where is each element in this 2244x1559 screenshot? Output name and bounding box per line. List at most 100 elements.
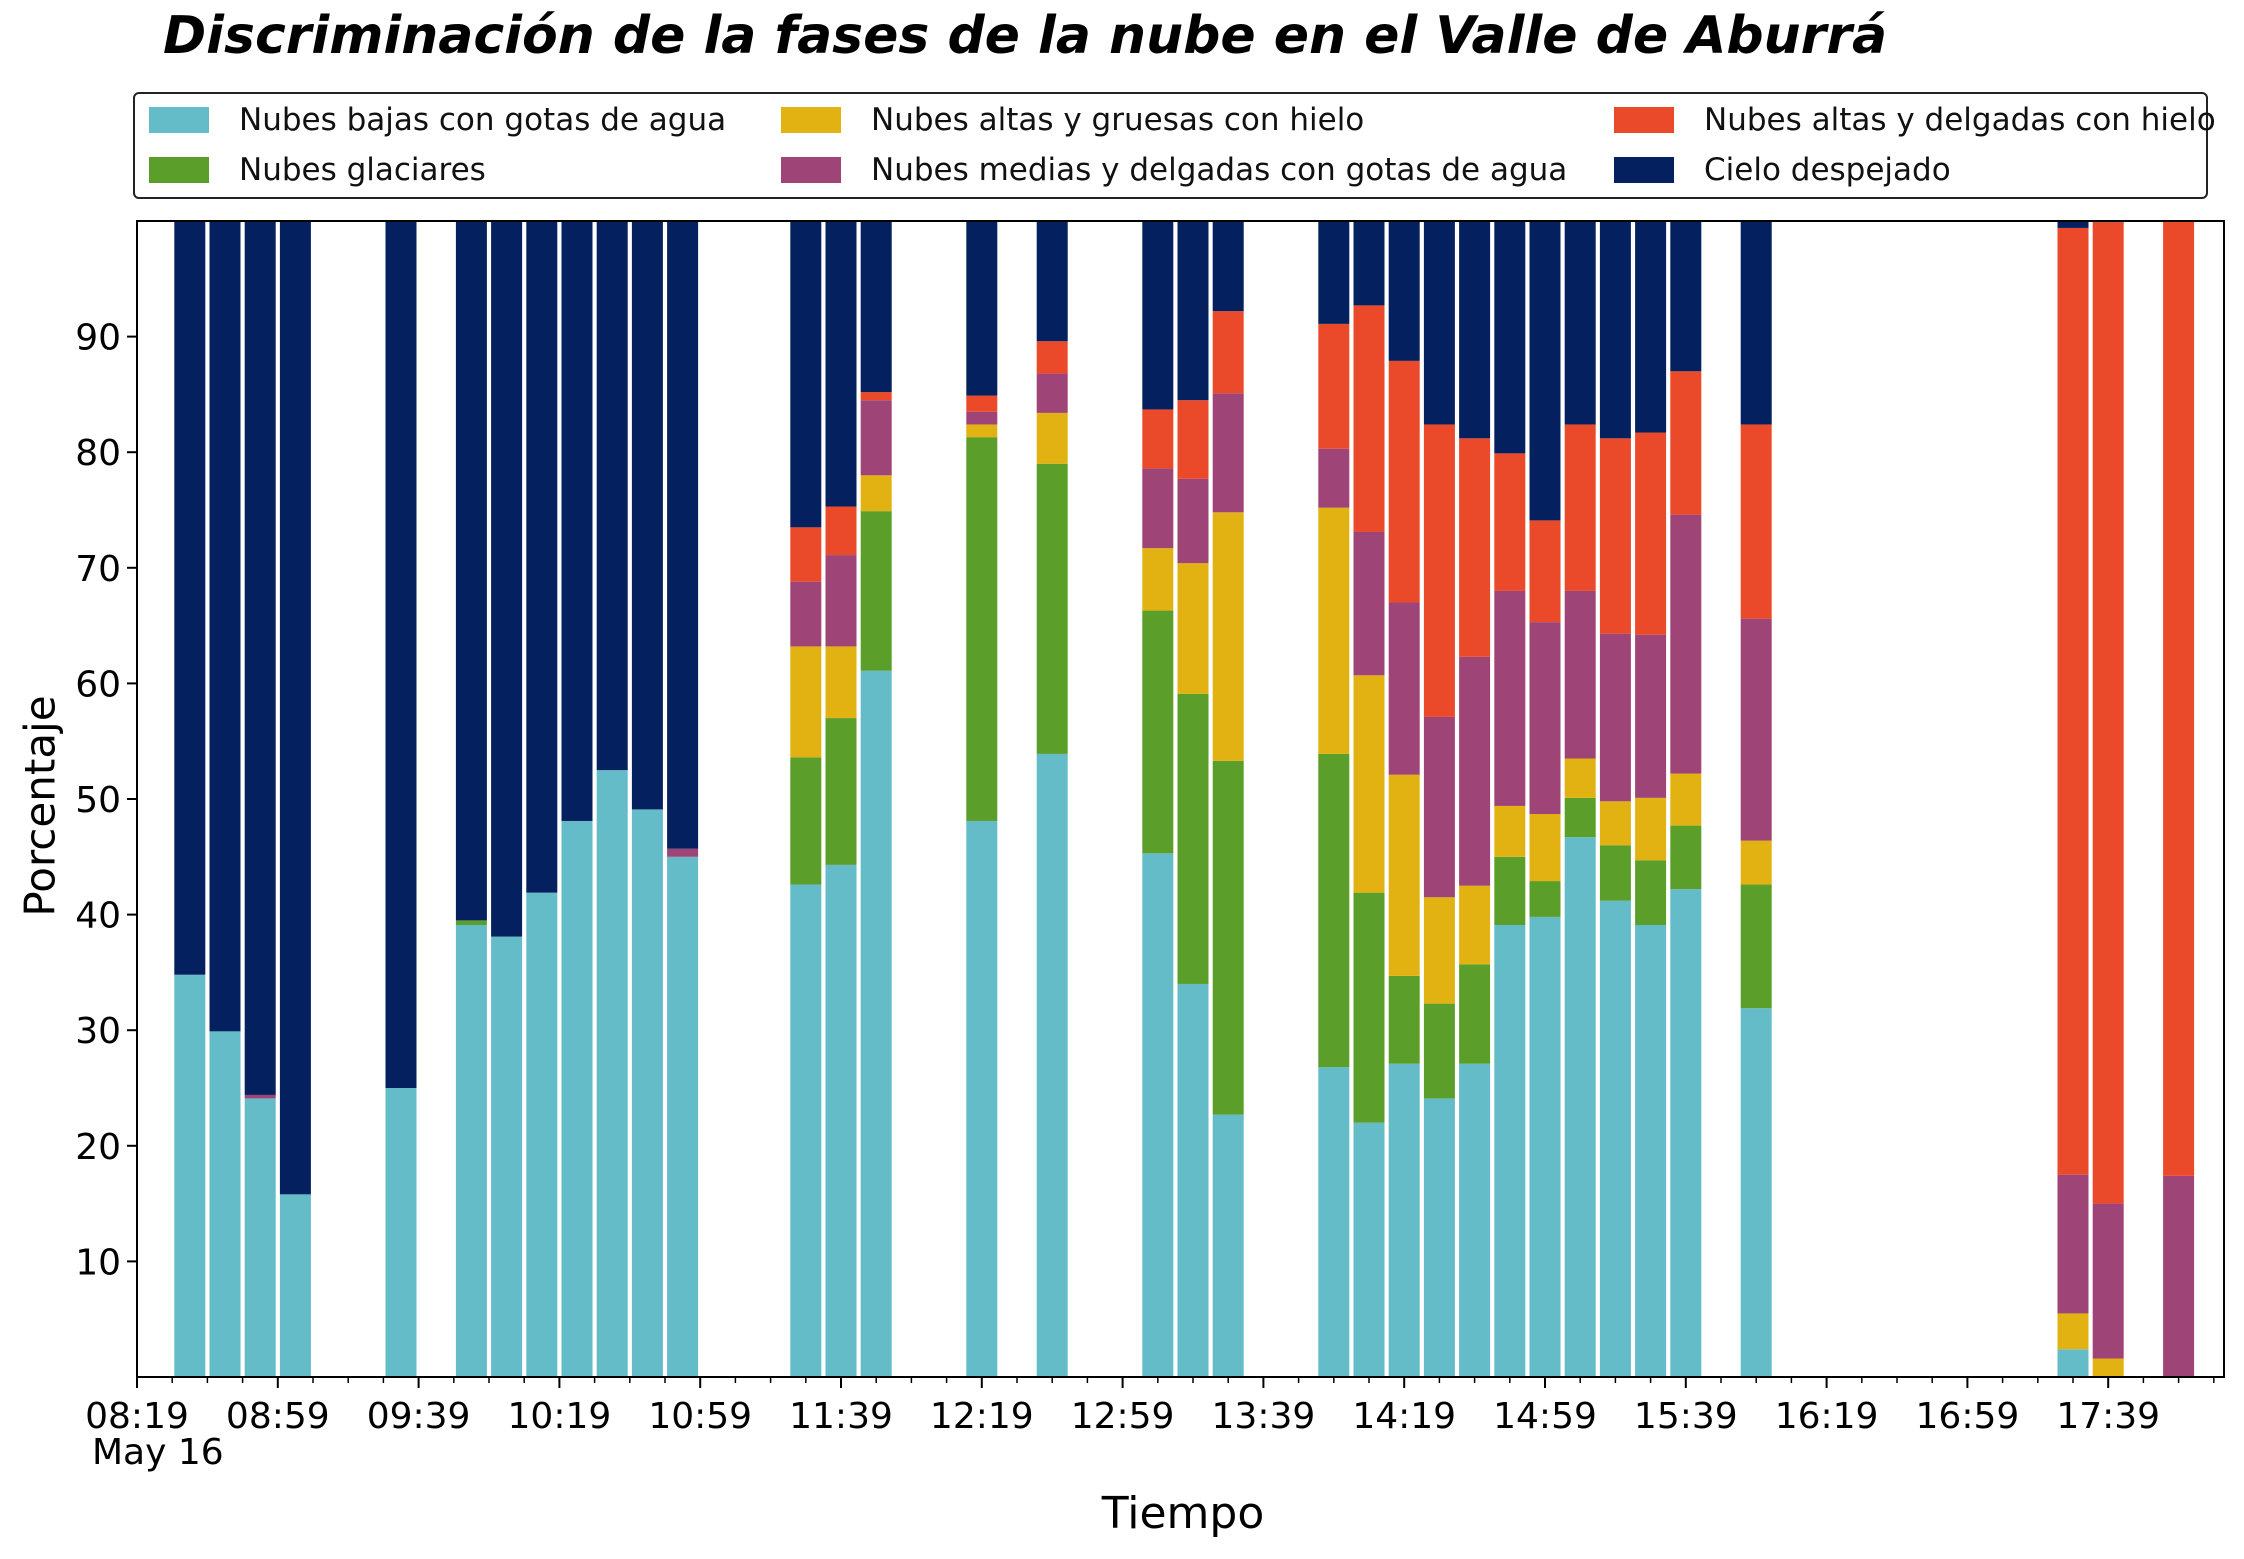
bar-segment [1564,424,1596,591]
bar-segment [1036,221,1068,342]
x-tick-label: 17:39 [2056,1396,2160,1437]
bar-segment [1564,590,1596,759]
bar-segment [491,936,523,1377]
bar-segment [1670,221,1702,372]
bar-segment [1635,221,1667,433]
bar-segment [966,437,998,821]
bar-segment [1177,983,1209,1377]
bar-segment [1353,1122,1385,1377]
bar-segment [667,856,699,1377]
bar-segment [1318,753,1350,1068]
legend-item-nubes-altas-gruesas: Nubes altas y gruesas con hielo [781,100,1364,140]
legend-item-nubes-altas-delgadas: Nubes altas y delgadas con hielo [1614,100,2216,140]
bar-segment [790,884,822,1377]
bar-segment [1177,693,1209,984]
bar-segment [455,925,487,1377]
bar-segment [860,221,892,393]
y-axis-label: Porcentaje [15,695,65,917]
bar-segment [1423,716,1455,898]
bar-segment [631,809,663,1377]
bar-segment [2163,1175,2195,1377]
x-axis-label: Tiempo [1101,1488,1265,1539]
y-tick-label: 20 [75,1127,121,1168]
bar-segment [279,1194,311,1377]
bar-segment [790,527,822,582]
bar-segment [1142,853,1174,1377]
bar-segment [1423,221,1455,425]
bar-segment [1142,409,1174,469]
y-tick-label: 80 [75,433,121,474]
bar-segment [825,864,857,1377]
bar-segment [244,221,276,1095]
y-tick-label: 40 [75,896,121,937]
bar-segment [1318,221,1350,324]
legend-label: Nubes bajas con gotas de agua [239,102,727,138]
bar-segment [1036,412,1068,464]
y-tick-label: 50 [75,780,121,821]
bar-segment [1459,1063,1491,1377]
bar-segment [1635,432,1667,635]
bar-segment [526,221,558,893]
bar-segment [1529,520,1561,623]
bar-segment [1599,438,1631,634]
bar-segment [825,718,857,865]
x-tick-label: 09:39 [367,1396,471,1437]
bar-segment [790,221,822,528]
legend-item-cielo-despejado: Cielo despejado [1614,150,1951,190]
bar-segment [1670,371,1702,515]
bar-segment [1177,221,1209,401]
x-tick-label: 10:59 [648,1396,752,1437]
bar-segment [1494,856,1526,926]
bar-segment [385,221,417,1088]
bar-segment [1599,221,1631,439]
bar-segment [561,221,593,821]
legend-swatch [1614,107,1674,133]
bar-segment [1599,845,1631,901]
bar-segment [1388,975,1420,1064]
bar-segment [1529,814,1561,882]
bar-segment [1599,633,1631,802]
bar-segment [2092,1203,2124,1359]
bar-segment [1142,610,1174,854]
bar-segment [1459,656,1491,886]
bar-segment [790,757,822,885]
bar-segment [966,221,998,396]
chart-legend: Nubes bajas con gotas de agua Nubes glac… [133,92,2216,199]
bar-segment [1459,438,1491,657]
bar-segment [966,411,998,425]
bar-segment [860,511,892,671]
bar-segment [2057,1174,2089,1314]
y-tick-label: 70 [75,549,121,590]
bar-segment [1142,548,1174,611]
bar-segment [1318,323,1350,449]
bar-segment [860,670,892,1377]
bar-segment [1423,424,1455,717]
bar-segment [1388,774,1420,976]
bar-segment [966,395,998,412]
bar-segment [2057,227,2089,1175]
bar-segment [1529,881,1561,917]
bar-segment [526,892,558,1377]
bar-segment [2163,221,2195,1176]
bar-segment [1177,400,1209,479]
bar-segment [1318,448,1350,508]
bar-segment [1529,221,1561,521]
chart-title: Discriminación de la fases de la nube en… [163,6,1888,66]
bar-segment [825,646,857,719]
bar-segment [1212,393,1244,513]
x-tick-label: 08:59 [226,1396,330,1437]
bar-segment [1564,797,1596,838]
bar-segment [1740,1008,1772,1377]
bar-segment [1564,837,1596,1377]
x-tick-label: 14:59 [1493,1396,1597,1437]
legend-swatch [149,157,209,183]
bar-segment [1142,468,1174,549]
bar-segment [1388,602,1420,775]
x-axis-date-label: May 16 [92,1432,224,1473]
bar-segment [966,820,998,1377]
legend-item-nubes-glaciares: Nubes glaciares [149,150,486,190]
x-tick-label: 16:19 [1775,1396,1879,1437]
bar-segment [1388,360,1420,603]
bar-segment [825,221,857,507]
